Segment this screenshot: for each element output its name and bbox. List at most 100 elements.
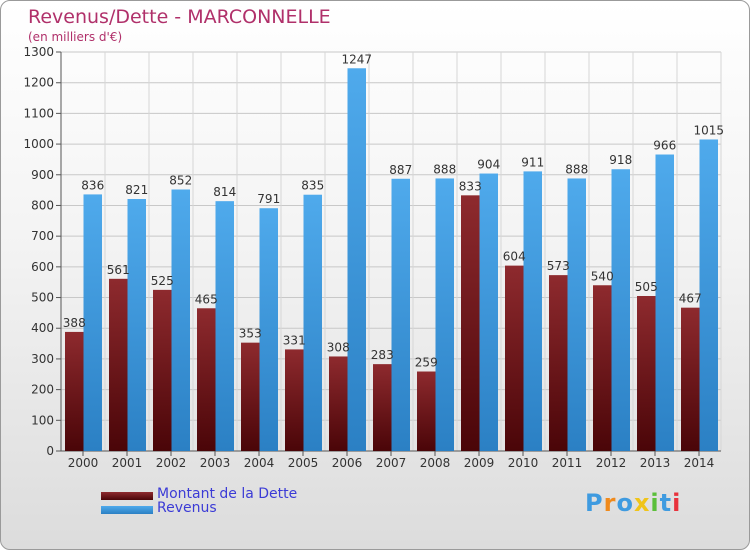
logo-letter: r [603, 489, 617, 517]
x-tick-label: 2001 [112, 456, 143, 470]
legend-label-revenus: Revenus [157, 500, 217, 516]
y-tick-label: 700 [31, 229, 54, 243]
x-tick-label: 2014 [684, 456, 715, 470]
data-label-revenus: 821 [125, 183, 148, 197]
bar-dette [681, 307, 700, 451]
x-tick-label: 2012 [596, 456, 627, 470]
data-label-dette: 353 [239, 327, 262, 341]
data-label-dette: 505 [635, 280, 658, 294]
bar-revenus [303, 194, 322, 451]
bar-dette [197, 308, 216, 451]
bar-revenus [259, 208, 278, 451]
bar-dette [549, 275, 568, 451]
y-tick-label: 0 [46, 444, 54, 458]
x-tick-label: 2004 [244, 456, 275, 470]
data-label-dette: 308 [327, 340, 350, 354]
y-tick-label: 300 [31, 352, 54, 366]
legend-swatch-dette [101, 492, 153, 500]
bar-dette [241, 342, 260, 451]
x-tick-label: 2003 [200, 456, 231, 470]
logo-letter: i [650, 489, 660, 517]
bar-revenus [523, 171, 542, 452]
bar-revenus [655, 154, 674, 451]
data-label-revenus: 918 [609, 153, 632, 167]
data-label-dette: 604 [503, 250, 526, 264]
chart-subtitle: (en milliers d'€) [28, 30, 123, 44]
data-label-dette: 467 [679, 292, 702, 306]
y-tick-label: 600 [31, 260, 54, 274]
x-tick-label: 2002 [156, 456, 187, 470]
bar-revenus [479, 173, 498, 451]
bar-dette [329, 356, 348, 451]
bar-revenus [435, 178, 454, 451]
y-tick-label: 200 [31, 383, 54, 397]
data-label-dette: 283 [371, 348, 394, 362]
data-label-dette: 465 [195, 292, 218, 306]
logo-letter: o [616, 489, 634, 517]
x-tick-label: 2009 [464, 456, 495, 470]
logo-letter: x [633, 489, 651, 517]
data-label-dette: 561 [107, 263, 130, 277]
x-tick-label: 2008 [420, 456, 451, 470]
data-label-revenus: 814 [213, 185, 236, 199]
data-label-dette: 525 [151, 274, 174, 288]
x-tick-label: 2000 [68, 456, 99, 470]
data-label-revenus: 1015 [693, 123, 724, 137]
y-tick-label: 1200 [23, 76, 54, 90]
data-label-dette: 259 [415, 356, 438, 370]
bar-revenus [127, 199, 146, 451]
data-label-revenus: 836 [81, 178, 104, 192]
bar-dette [593, 285, 612, 451]
x-tick-label: 2006 [332, 456, 363, 470]
bar-revenus [699, 139, 718, 451]
bar-dette [373, 364, 392, 451]
bar-revenus [171, 189, 190, 452]
legend-swatch-revenus [101, 506, 153, 514]
bar-revenus [391, 178, 410, 452]
data-label-revenus: 888 [565, 162, 588, 176]
bar-dette [109, 278, 128, 451]
x-tick-label: 2011 [552, 456, 583, 470]
y-tick-label: 1300 [23, 45, 54, 59]
x-tick-label: 2010 [508, 456, 539, 470]
bar-revenus [567, 178, 586, 451]
y-tick-label: 900 [31, 168, 54, 182]
data-label-revenus: 911 [521, 155, 544, 169]
bar-dette [285, 349, 304, 451]
y-tick-label: 500 [31, 291, 54, 305]
bar-revenus [215, 201, 234, 451]
x-tick-label: 2013 [640, 456, 671, 470]
data-label-revenus: 852 [169, 174, 192, 188]
value-labels: 388 836 561 821 525 852 465 814 353 791 331 835 308 1… [63, 52, 724, 369]
bar-dette [505, 265, 524, 451]
data-label-dette: 388 [63, 316, 86, 330]
bar-dette [637, 296, 656, 451]
logo-letter: t [659, 489, 673, 517]
data-label-revenus: 1247 [341, 52, 372, 66]
axes: 0 100 200 300 400 500 600 700 800 900 1000 1100 1200… [23, 45, 721, 470]
bar-dette [65, 331, 84, 451]
data-label-revenus: 888 [433, 162, 456, 176]
logo-letter: i [672, 489, 682, 517]
data-label-dette: 331 [283, 333, 306, 347]
data-label-revenus: 835 [301, 179, 324, 193]
data-label-revenus: 887 [389, 163, 412, 177]
x-tick-label: 2005 [288, 456, 319, 470]
legend-label-dette: Montant de la Dette [157, 486, 298, 502]
data-label-dette: 833 [459, 179, 482, 193]
proxiti-logo: Proxiti [585, 489, 681, 517]
bar-revenus [611, 169, 630, 451]
bar-dette [417, 371, 436, 451]
y-tick-label: 1000 [23, 137, 54, 151]
x-tick-label: 2007 [376, 456, 407, 470]
bar-dette [461, 195, 480, 451]
bar-dette [153, 289, 172, 451]
data-label-dette: 540 [591, 269, 614, 283]
data-label-revenus: 791 [257, 192, 280, 206]
data-label-dette: 573 [547, 259, 570, 273]
chart-title: Revenus/Dette - MARCONNELLE [28, 6, 331, 28]
data-label-revenus: 966 [653, 139, 676, 153]
y-tick-label: 800 [31, 198, 54, 212]
